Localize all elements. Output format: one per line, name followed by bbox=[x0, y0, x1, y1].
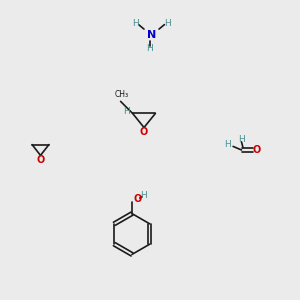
Text: H: H bbox=[238, 135, 245, 144]
Text: CH₃: CH₃ bbox=[115, 90, 129, 99]
Text: N: N bbox=[147, 29, 156, 40]
Text: H: H bbox=[140, 191, 147, 200]
Text: H: H bbox=[225, 140, 231, 149]
Text: H: H bbox=[133, 19, 139, 28]
Text: O: O bbox=[36, 155, 45, 165]
Text: H: H bbox=[146, 44, 153, 53]
Text: O: O bbox=[253, 145, 261, 155]
Text: O: O bbox=[133, 194, 142, 204]
Text: H: H bbox=[123, 107, 129, 116]
Text: O: O bbox=[140, 127, 148, 137]
Text: H: H bbox=[164, 19, 170, 28]
